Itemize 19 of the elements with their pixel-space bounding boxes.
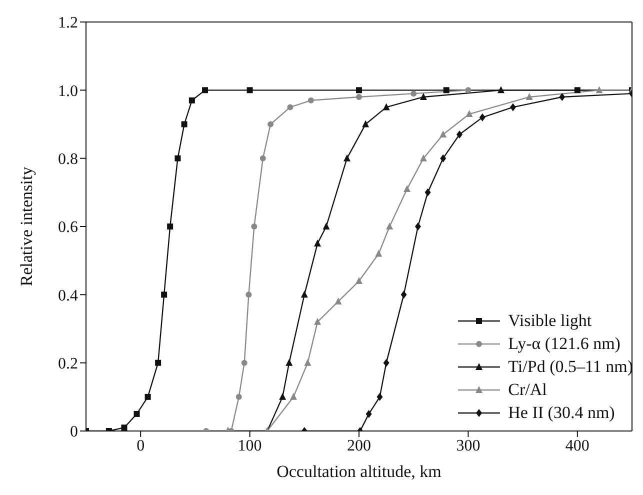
legend-label: Ti/Pd (0.5–11 nm) <box>508 356 633 378</box>
legend-label: Ly-α (121.6 nm) <box>508 333 620 355</box>
x-tick-label: 100 <box>238 437 262 454</box>
legend-label: He II (30.4 nm) <box>508 402 615 424</box>
y-tick-label: 1.2 <box>58 14 78 32</box>
x-tick-label: 0 <box>136 437 145 454</box>
x-axis-title: Occultation altitude, km <box>276 462 442 481</box>
y-tick-label: 0.2 <box>58 356 78 373</box>
y-tick-label: 1.0 <box>58 82 78 100</box>
y-tick-label: 0.8 <box>58 151 78 168</box>
y-tick-label: 0 <box>70 424 78 441</box>
y-tick-label: 0.4 <box>58 287 78 304</box>
x-tick-label: 300 <box>456 437 480 454</box>
legend-label: Visible light <box>508 310 592 332</box>
y-tick-label: 0.6 <box>58 219 78 236</box>
legend-label: Cr/Al <box>508 379 547 401</box>
y-axis-title: Relative intensity <box>17 166 36 286</box>
x-tick-label: 200 <box>347 437 371 454</box>
x-tick-label: 400 <box>565 437 590 454</box>
